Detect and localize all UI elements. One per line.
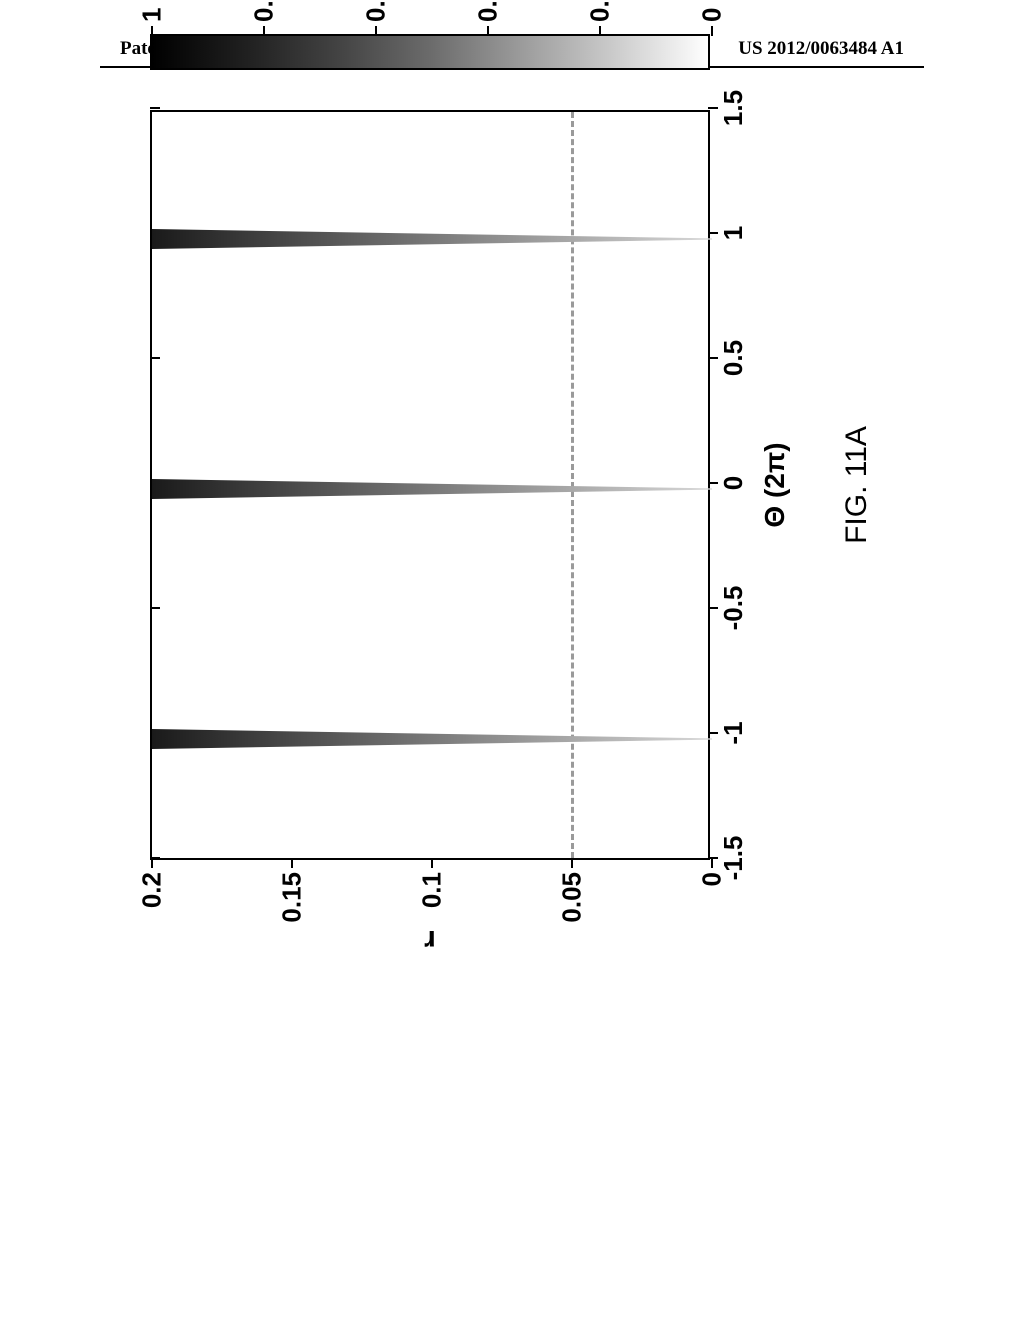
colorbar-tick-label: 0.4 — [473, 0, 504, 22]
colorbar-tick-label: 0 — [697, 8, 728, 22]
figure-wrap: r 00.050.10.150.2-1.5-1-0.500.511.5 Θ (2… — [110, 170, 910, 1220]
x-tick-label: -0.5 — [718, 586, 749, 631]
x-tick — [708, 857, 718, 859]
figure-caption: FIG. 11A — [840, 426, 874, 544]
y-tick — [291, 858, 293, 868]
plot-area: 00.050.10.150.2-1.5-1-0.500.511.5 — [150, 110, 710, 860]
intensity-spike — [152, 477, 712, 489]
x-tick-label: 0 — [718, 476, 749, 490]
intensity-spike — [152, 727, 712, 739]
x-tick-top — [150, 357, 160, 359]
y-tick — [571, 858, 573, 868]
x-axis-title-text: Θ (2π) — [760, 442, 791, 527]
colorbar-tick — [375, 26, 377, 36]
y-axis-title: r — [424, 923, 436, 957]
colorbar-tick-label: 0.8 — [249, 0, 280, 22]
figure: r 00.050.10.150.2-1.5-1-0.500.511.5 Θ (2… — [110, 0, 910, 970]
intensity-spike — [152, 227, 712, 239]
y-tick-label: 0.2 — [137, 872, 168, 908]
colorbar-tick — [151, 26, 153, 36]
x-tick-label: 1 — [718, 226, 749, 240]
x-tick-top — [150, 107, 160, 109]
y-tick-label: 0.1 — [417, 872, 448, 908]
colorbar-tick — [487, 26, 489, 36]
colorbar-tick-label: 0.2 — [585, 0, 616, 22]
colorbar-tick — [711, 26, 713, 36]
x-tick-label: 0.5 — [718, 340, 749, 376]
x-tick-label: -1 — [718, 721, 749, 744]
x-tick-label: -1.5 — [718, 836, 749, 881]
y-tick-label: 0.15 — [277, 872, 308, 923]
x-tick-top — [150, 857, 160, 859]
x-tick — [708, 107, 718, 109]
x-axis-title: Θ (2π) — [760, 442, 791, 527]
colorbar: 00.20.40.60.81 — [150, 34, 710, 70]
colorbar-tick — [263, 26, 265, 36]
y-tick — [151, 858, 153, 868]
y-tick — [711, 858, 713, 868]
x-tick — [708, 607, 718, 609]
colorbar-tick — [599, 26, 601, 36]
x-tick-top — [150, 607, 160, 609]
colorbar-tick-label: 1 — [137, 8, 168, 22]
y-tick — [431, 858, 433, 868]
x-tick — [708, 357, 718, 359]
y-tick-label: 0.05 — [557, 872, 588, 923]
colorbar-tick-label: 0.6 — [361, 0, 392, 22]
x-tick-label: 1.5 — [718, 90, 749, 126]
